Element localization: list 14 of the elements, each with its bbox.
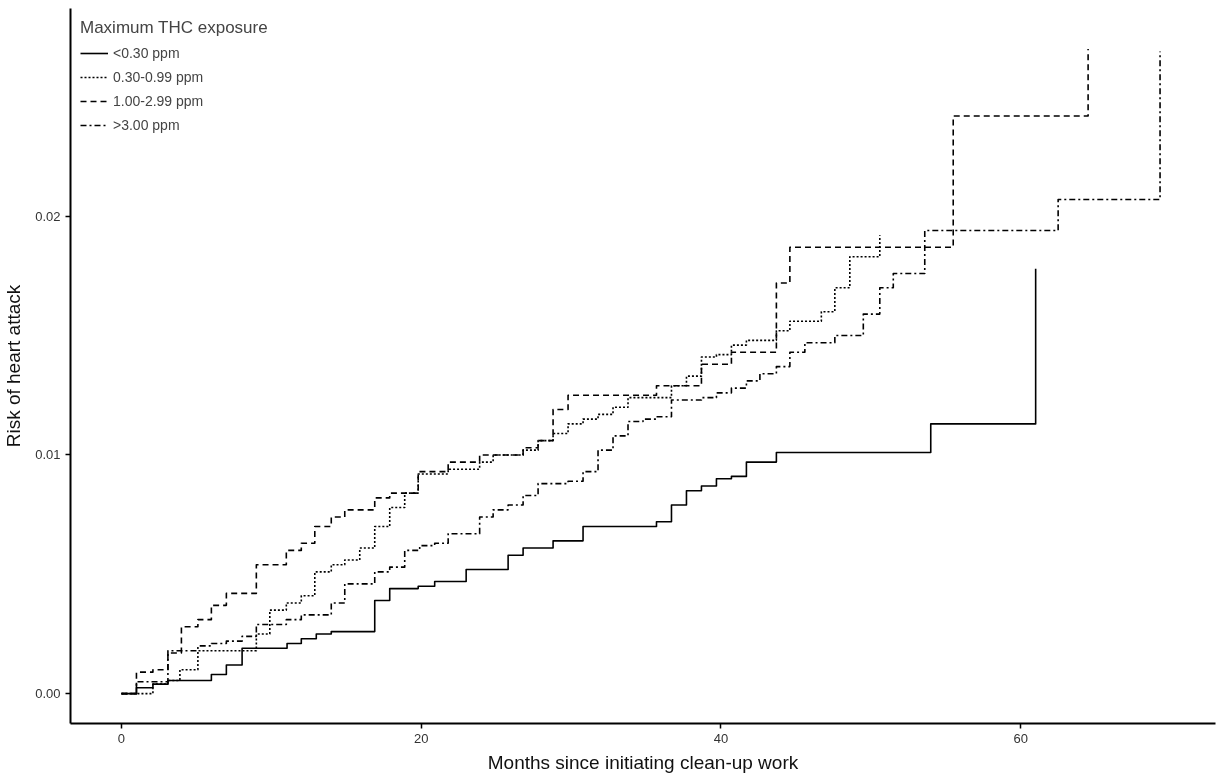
legend-title: Maximum THC exposure [80, 18, 268, 38]
legend-label: 0.30-0.99 ppm [113, 69, 204, 85]
y-tick-label: 0.01 [35, 447, 61, 463]
legend-label: <0.30 ppm [113, 45, 180, 61]
y-tick-label: 0.00 [35, 686, 61, 702]
x-tick-label: 40 [713, 730, 729, 746]
legend-label: >3.00 ppm [113, 117, 180, 133]
x-tick-label: 0 [117, 730, 126, 746]
x-axis-title: Months since initiating clean-up work [487, 751, 799, 773]
legend-label: 1.00-2.99 ppm [113, 93, 204, 109]
y-tick-label: 0.02 [35, 208, 61, 224]
y-axis-title: Risk of heart attack [3, 284, 25, 448]
x-tick-label: 60 [1013, 730, 1028, 746]
x-tick-label: 20 [413, 730, 429, 746]
